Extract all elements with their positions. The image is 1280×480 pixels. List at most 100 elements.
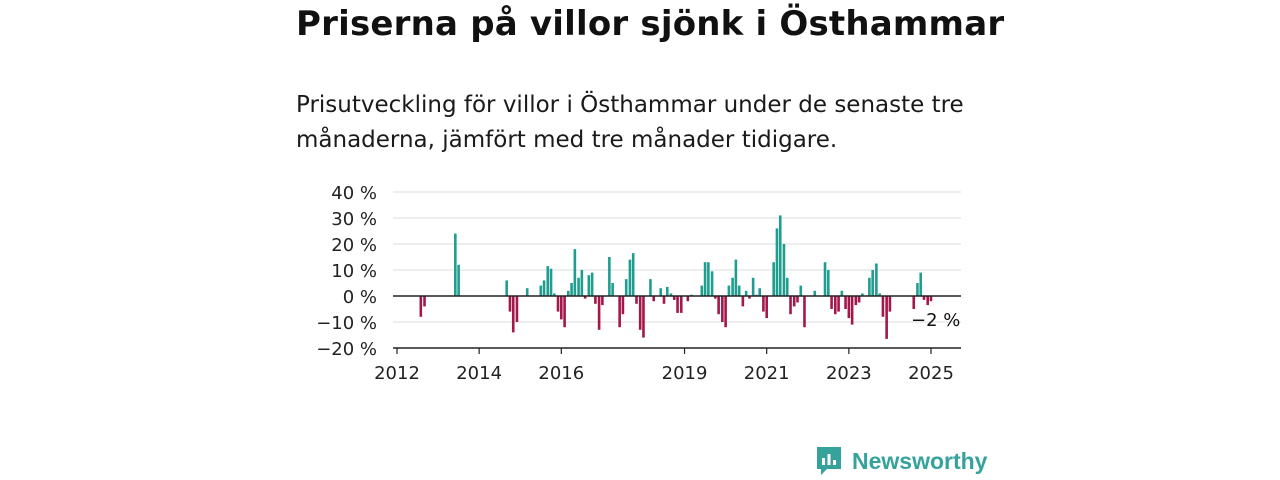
bar xyxy=(731,277,734,296)
bar xyxy=(789,296,792,315)
bar xyxy=(665,286,669,296)
bar xyxy=(741,296,745,307)
bar xyxy=(844,296,847,309)
x-tick-label: 2012 xyxy=(374,363,420,384)
bar xyxy=(642,296,645,338)
bar xyxy=(573,249,577,296)
bar xyxy=(703,262,707,296)
bar xyxy=(505,280,508,296)
bar xyxy=(618,296,621,328)
newsworthy-logo-icon xyxy=(817,447,841,475)
bar xyxy=(785,277,789,296)
bar xyxy=(454,233,457,296)
bar xyxy=(717,296,720,315)
y-tick-label: 30 % xyxy=(331,209,377,230)
bar xyxy=(762,296,765,312)
x-tick-label: 2016 xyxy=(538,363,584,384)
bar xyxy=(871,270,874,296)
bar xyxy=(515,296,519,322)
bar xyxy=(861,293,864,296)
bar xyxy=(649,279,652,296)
bar xyxy=(631,253,635,296)
bar xyxy=(679,296,683,313)
bar xyxy=(628,259,632,296)
bar xyxy=(727,285,731,296)
chart-subtitle: Prisutveckling för villor i Östhammar un… xyxy=(296,92,964,153)
bar xyxy=(707,262,710,296)
bar xyxy=(881,296,885,317)
bar xyxy=(837,296,840,312)
bar xyxy=(782,244,786,296)
bar xyxy=(563,296,566,328)
newsworthy-logo-text: Newsworthy xyxy=(852,447,988,474)
bar xyxy=(796,296,799,303)
bar xyxy=(778,215,782,296)
bar xyxy=(652,296,656,302)
y-tick-label: −10 % xyxy=(316,313,377,334)
bar xyxy=(508,296,512,312)
bar xyxy=(525,288,529,296)
y-tick-label: 40 % xyxy=(331,183,377,204)
bar xyxy=(813,290,817,296)
bar xyxy=(577,277,580,296)
bar xyxy=(669,293,673,296)
bar xyxy=(553,293,556,296)
bar xyxy=(566,290,570,296)
bar xyxy=(662,296,666,304)
bar xyxy=(922,296,926,300)
bar xyxy=(594,296,597,304)
bar xyxy=(539,285,543,296)
bar xyxy=(792,296,796,307)
bar-chart: 40 %30 %20 %10 %0 %−10 %−20 % 2012 2014 20… xyxy=(316,183,961,384)
bar xyxy=(912,296,916,309)
bar xyxy=(587,275,591,296)
bar xyxy=(868,277,871,296)
x-tick-label: 2021 xyxy=(744,363,790,384)
bar xyxy=(624,279,628,296)
bar xyxy=(751,277,755,296)
bar xyxy=(929,296,933,302)
bar xyxy=(714,296,717,299)
bar xyxy=(638,296,642,330)
gridlines xyxy=(393,191,961,323)
bar xyxy=(635,296,638,304)
bar xyxy=(710,271,714,296)
bar xyxy=(850,296,854,325)
bar xyxy=(744,290,748,296)
y-tick-label: 20 % xyxy=(331,235,377,256)
bar xyxy=(854,296,858,306)
bar xyxy=(621,296,625,315)
bar xyxy=(676,296,679,313)
bar xyxy=(601,296,604,306)
bar xyxy=(885,296,888,339)
last-value-annotation: −2 % xyxy=(911,310,960,331)
bar xyxy=(457,264,460,296)
bar xyxy=(580,270,584,296)
bar xyxy=(423,296,426,307)
bar xyxy=(878,293,881,296)
y-tick-label: −20 % xyxy=(316,339,377,360)
bar xyxy=(888,296,892,312)
bar xyxy=(748,296,751,299)
bar xyxy=(840,290,844,296)
bar xyxy=(926,296,930,306)
bar xyxy=(672,296,676,300)
bar xyxy=(875,263,878,296)
bar xyxy=(827,270,830,296)
bar xyxy=(830,296,833,309)
bar xyxy=(803,296,806,328)
bar xyxy=(570,283,573,296)
bar xyxy=(724,296,727,328)
y-tick-label: 0 % xyxy=(343,287,377,308)
bar xyxy=(857,296,861,303)
bar xyxy=(583,296,587,299)
bar xyxy=(511,296,515,333)
bar xyxy=(799,285,803,296)
bar xyxy=(775,228,779,296)
x-tick-label: 2019 xyxy=(662,363,708,384)
bar xyxy=(700,285,704,296)
x-tick-label: 2023 xyxy=(826,363,872,384)
newsworthy-logo: Newsworthy xyxy=(815,446,987,476)
bar xyxy=(611,283,614,296)
bar xyxy=(734,259,738,296)
